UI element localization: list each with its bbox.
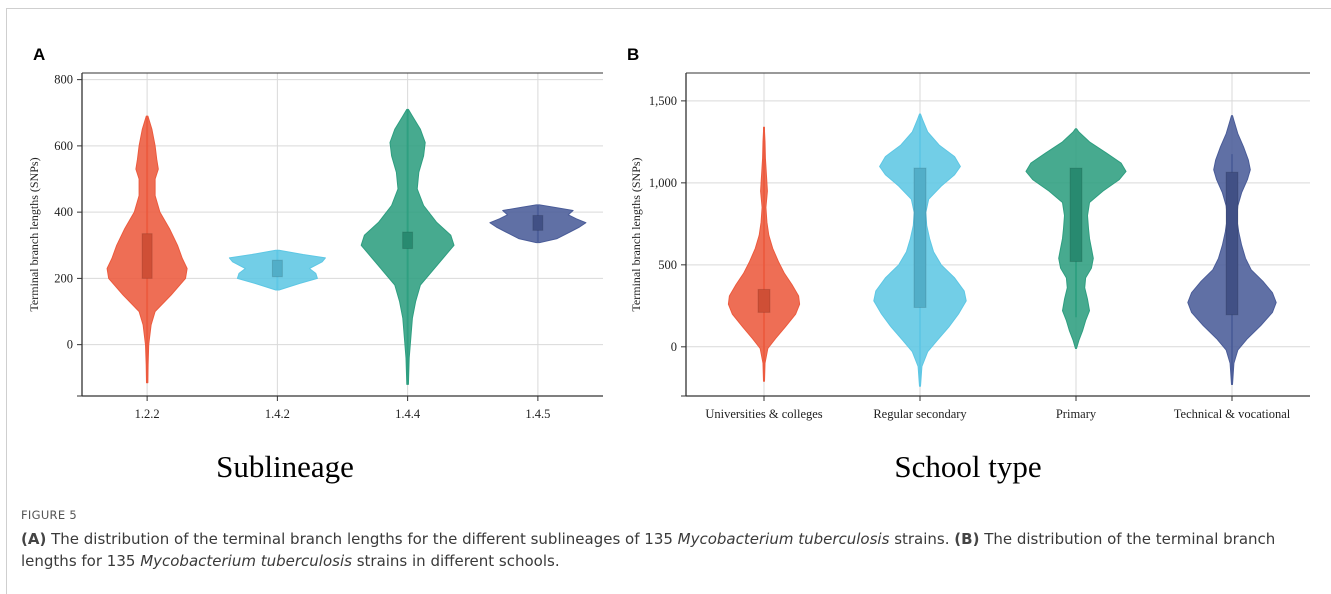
x-tick-label: 1.4.5 (525, 407, 550, 421)
x-tick-label: 1.4.4 (395, 407, 421, 421)
violin-technical-vocational (1187, 115, 1277, 385)
figure-frame (6, 8, 1331, 594)
y-tick-label: 800 (54, 73, 73, 87)
violin-iqr-box (141, 233, 153, 279)
violin-iqr-shade (758, 289, 770, 313)
violin-iqr-shade (914, 168, 926, 308)
violin-iqr-shade (272, 260, 283, 277)
x-tick-label: Primary (1056, 407, 1097, 421)
caption-a-post: strains. (889, 530, 955, 548)
violin-iqr-box (271, 259, 283, 278)
caption-b-tag: (B) (954, 530, 980, 548)
violin-iqr-box (532, 214, 544, 231)
violin-iqr-box (1069, 167, 1083, 263)
violin-universities-colleges (727, 126, 801, 382)
violin-1-2-2 (106, 115, 188, 384)
x-tick-label: Regular secondary (873, 407, 967, 421)
panel-b-letter: B (627, 45, 639, 64)
x-tick-label: Technical & vocational (1174, 407, 1291, 421)
y-tick-label: 600 (54, 139, 73, 153)
figure-5-svg: A B 0 200 400 600 800 1.2.2 1.4.2 1.4.4 1.4.5 Ter… (27, 45, 1310, 484)
violin-iqr-box (402, 231, 414, 250)
y-tick-label: 1,000 (649, 176, 677, 190)
caption-a-tag: (A) (21, 530, 47, 548)
violin-1-4-4 (360, 108, 455, 385)
violin-primary (1025, 128, 1127, 349)
x-axis-title: Sublineage (216, 449, 354, 484)
violin-1-4-2 (228, 249, 326, 291)
caption-species-1: Mycobacterium tuberculosis (677, 530, 890, 548)
caption-b-pre: The distribution of the terminal branch … (21, 530, 1276, 570)
y-axis-title: Terminal branch lengths (SNPs) (27, 157, 41, 311)
x-tick-label: Universities & colleges (705, 407, 822, 421)
panel-a-letter: A (33, 45, 45, 64)
violin-iqr-shade (532, 215, 543, 231)
x-tick-label: 1.2.2 (135, 407, 160, 421)
caption-species-2: Mycobacterium tuberculosis (140, 552, 352, 570)
violin-1-4-5 (489, 204, 587, 244)
violin-iqr-box (913, 167, 927, 308)
violin-iqr-box (1225, 171, 1239, 316)
x-tick-label: 1.4.2 (265, 407, 290, 421)
caption-b-post: strains in different schools. (351, 552, 560, 570)
y-tick-label: 1,500 (649, 94, 677, 108)
y-tick-label: 0 (671, 340, 677, 354)
violin-iqr-shade (142, 233, 153, 279)
figure-label: FIGURE 5 (21, 508, 77, 522)
y-tick-label: 200 (54, 271, 73, 285)
violin-regular-secondary (873, 113, 967, 387)
violin-iqr-shade (1070, 168, 1082, 262)
y-axis-title: Terminal branch lengths (SNPs) (629, 157, 643, 311)
violin-iqr-shade (402, 232, 413, 249)
y-tick-label: 400 (54, 205, 73, 219)
x-axis-title: School type (894, 449, 1041, 484)
panel-a-chart: 0 200 400 600 800 1.2.2 1.4.2 1.4.4 1.4.5 Termina… (27, 72, 603, 484)
violin-iqr-box (757, 288, 771, 313)
violin-iqr-shade (1226, 172, 1238, 315)
caption-text: (A) The distribution of the terminal bra… (21, 528, 1311, 572)
caption-a-pre: The distribution of the terminal branch … (46, 530, 678, 548)
y-tick-label: 500 (658, 258, 677, 272)
panel-b-chart: 0 500 1,000 1,500 Universities & colleges Reg… (629, 72, 1310, 484)
y-tick-label: 0 (67, 338, 73, 352)
figure-caption: FIGURE 5 (A) The distribution of the ter… (21, 508, 1311, 572)
